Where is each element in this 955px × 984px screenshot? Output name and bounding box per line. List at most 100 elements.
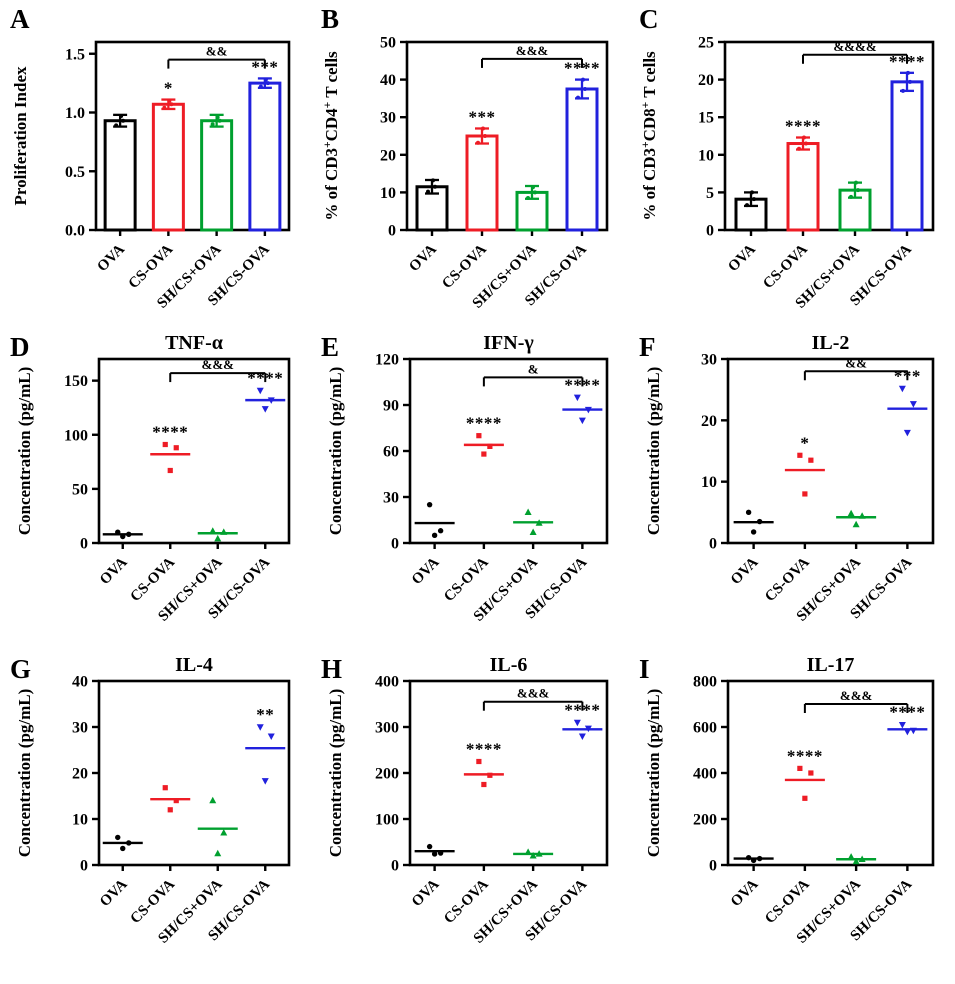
panel-g: G IL-4 0 10 20 30 40 OVA CS-OVA SH/CS+OVA SH/CS-O… [0,650,311,984]
svg-text:40: 40 [72,674,88,691]
svg-text:0: 0 [80,858,88,875]
svg-text:Concentration (pg/mL): Concentration (pg/mL) [326,367,345,536]
svg-text:&&&: &&& [840,688,873,703]
panel-letter-h: H [321,654,343,684]
svg-text:10: 10 [698,147,714,164]
svg-text:****: **** [152,423,188,442]
svg-text:400: 400 [375,674,399,691]
svg-text:100: 100 [64,427,88,444]
svg-text:0: 0 [709,536,717,553]
svg-text:TNF-α: TNF-α [165,332,223,354]
svg-text:IFN-γ: IFN-γ [483,332,534,354]
chart-h-svg: IL-60100200300400OVACS-OVASH/CS+OVASH/CS… [326,654,609,947]
svg-text:1.0: 1.0 [65,105,85,122]
panel-d: D TNF-α 0 50 100 150 OVA CS-OVA SH/CS+OVA SH/CS-… [0,328,311,650]
panel-i: I IL-17 0 200 400 600 800 OVA CS-OVA SH/CS+OVA SH… [629,650,955,984]
svg-text:OVA: OVA [94,241,128,275]
chart-e-svg: IFN-γ0306090120OVACS-OVASH/CS+OVASH/CS-O… [326,332,609,625]
svg-text:200: 200 [375,766,399,783]
chart-a-svg: 0.00.51.01.5OVACS-OVASH/CS+OVASH/CS-OVAP… [11,40,291,312]
svg-text:0: 0 [391,858,399,875]
svg-text:0.0: 0.0 [65,223,85,240]
svg-text:25: 25 [698,35,714,52]
svg-text:% of CD3+CD4+ T cells: % of CD3+CD4+ T cells [321,51,341,221]
svg-text:CS-OVA: CS-OVA [126,241,177,292]
panel-letter-g: G [10,654,32,684]
panel-f: F IL-2 0 10 20 30 OVA CS-OVA SH/CS+OVA SH/CS-OVA… [629,328,955,650]
panel-letter-b: B [321,4,340,34]
svg-text:&&&: &&& [516,43,549,58]
svg-text:*: * [800,433,809,452]
svg-text:20: 20 [701,413,717,430]
svg-text:20: 20 [380,147,396,164]
svg-text:****: **** [466,414,502,433]
svg-text:0: 0 [388,223,396,240]
svg-text:Concentration (pg/mL): Concentration (pg/mL) [644,689,663,858]
svg-text:0: 0 [709,858,717,875]
svg-text:800: 800 [693,674,717,691]
panel-letter-f: F [639,332,656,362]
svg-text:CS-OVA: CS-OVA [441,876,492,927]
svg-text:20: 20 [698,72,714,89]
panel-letter-d: D [10,332,30,362]
svg-text:&: & [528,361,539,376]
svg-text:CS-OVA: CS-OVA [762,554,813,605]
panel-letter-a: A [10,4,30,34]
svg-text:20: 20 [72,766,88,783]
svg-text:&&&: &&& [517,686,550,701]
svg-text:10: 10 [701,474,717,491]
svg-text:OVA: OVA [409,554,443,588]
svg-text:0: 0 [706,223,714,240]
svg-text:***: *** [469,107,496,126]
svg-text:CS-OVA: CS-OVA [441,554,492,605]
panel-e: E IFN-γ 0 30 60 90 120 OVA CS-OVA SH/CS+OVA SH/CS… [311,328,629,650]
svg-text:% of CD3+CD8+ T cells: % of CD3+CD8+ T cells [639,51,659,221]
svg-text:OVA: OVA [728,554,762,588]
svg-text:40: 40 [380,72,396,89]
svg-text:IL-2: IL-2 [812,332,850,354]
svg-text:*: * [164,79,173,98]
panel-letter-i: I [639,654,650,684]
svg-text:30: 30 [383,490,399,507]
svg-text:120: 120 [375,352,399,369]
svg-text:30: 30 [72,720,88,737]
svg-text:0.5: 0.5 [65,164,85,181]
panel-letter-e: E [321,332,340,362]
svg-text:150: 150 [64,373,88,390]
svg-text:CS-OVA: CS-OVA [760,241,811,292]
svg-text:0: 0 [391,536,399,553]
svg-text:50: 50 [72,481,88,498]
panel-b: B 0 10 20 30 40 50 OVA CS-OVA SH/CS+OVA SH/CS-OVA… [311,0,629,328]
svg-text:OVA: OVA [97,876,131,910]
panel-c: C 0 5 10 15 20 25 OVA CS-OVA SH/CS+OVA SH/CS-OVA%… [629,0,955,328]
svg-text:600: 600 [693,720,717,737]
svg-text:OVA: OVA [728,876,762,910]
svg-text:CS-OVA: CS-OVA [762,876,813,927]
svg-text:90: 90 [383,398,399,415]
svg-text:50: 50 [380,35,396,52]
svg-text:OVA: OVA [406,241,440,275]
svg-text:10: 10 [72,812,88,829]
svg-text:30: 30 [701,352,717,369]
chart-g-svg: IL-4010203040OVACS-OVASH/CS+OVASH/CS-OVA… [15,654,291,947]
svg-text:CS-OVA: CS-OVA [439,241,490,292]
svg-text:IL-6: IL-6 [490,654,528,676]
svg-text:****: **** [787,746,823,765]
svg-text:300: 300 [375,720,399,737]
svg-text:1.5: 1.5 [65,46,85,63]
svg-text:Concentration (pg/mL): Concentration (pg/mL) [644,367,663,536]
svg-text:**: ** [256,705,274,724]
panel-a: A 0.0 0.5 1.0 1.5 OVA CS-OVA SH/CS+OVA SH/CS-OV… [0,0,311,328]
svg-text:200: 200 [693,812,717,829]
svg-text:&&: && [845,355,867,370]
svg-text:****: **** [466,740,502,759]
svg-text:Concentration (pg/mL): Concentration (pg/mL) [15,367,34,536]
panel-h: H IL-6 0 100 200 300 400 OVA CS-OVA SH/CS+OVA SH/… [311,650,629,984]
svg-text:Concentration (pg/mL): Concentration (pg/mL) [15,689,34,858]
svg-text:400: 400 [693,766,717,783]
